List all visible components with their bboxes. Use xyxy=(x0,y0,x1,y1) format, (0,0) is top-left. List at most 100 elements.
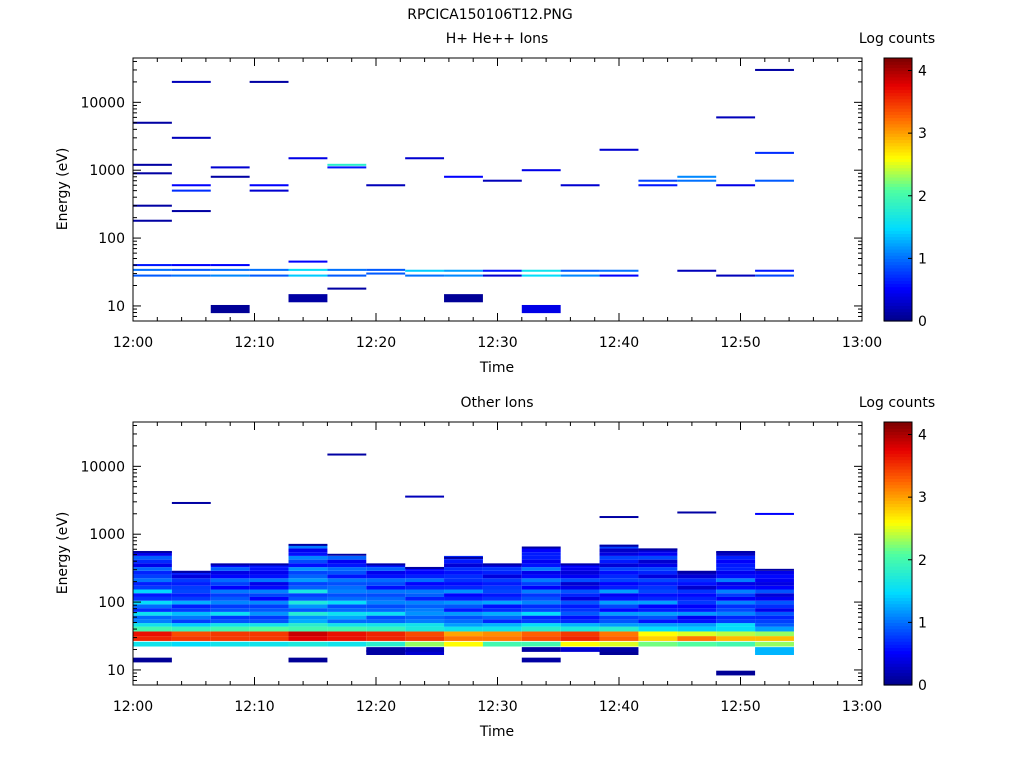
heatmap-cell xyxy=(366,585,406,590)
heatmap-cell xyxy=(210,274,250,277)
heatmap-cell xyxy=(521,641,561,647)
colorbar-swatch xyxy=(884,117,912,122)
heatmap-cell xyxy=(210,582,250,586)
colorbar-swatch xyxy=(884,672,912,677)
colorbar-swatch xyxy=(884,434,912,439)
colorbar-swatch xyxy=(884,155,912,159)
heatmap-cell xyxy=(405,570,445,575)
colorbar-swatch xyxy=(884,581,912,586)
heatmap-cell xyxy=(249,574,289,579)
heatmap-cell xyxy=(133,574,172,579)
heatmap-cell xyxy=(521,578,561,583)
heatmap-cell xyxy=(755,619,794,624)
heatmap-cell xyxy=(249,596,289,601)
heatmap-cell xyxy=(560,626,600,632)
colorbar-swatch xyxy=(884,283,912,288)
heatmap-cell xyxy=(171,623,211,627)
heatmap-cell xyxy=(521,647,561,652)
heatmap-cell xyxy=(288,582,328,586)
heatmap-cell xyxy=(327,608,367,612)
heatmap-cell xyxy=(444,269,483,272)
colorbar-swatch xyxy=(884,453,912,458)
heatmap-cell xyxy=(327,574,367,579)
heatmap-cell xyxy=(405,566,445,569)
colorbar-swatch xyxy=(884,666,912,670)
heatmap-cell xyxy=(560,578,600,583)
heatmap-cell xyxy=(405,589,445,594)
heatmap-cell xyxy=(677,626,717,632)
heatmap-cell xyxy=(638,563,678,568)
heatmap-cell xyxy=(482,567,522,571)
colorbar-swatch xyxy=(884,95,912,100)
heatmap-cell xyxy=(171,615,211,620)
colorbar-swatch xyxy=(884,556,912,561)
heatmap-cell xyxy=(288,574,328,579)
heatmap-cell xyxy=(755,274,794,277)
colorbar-label: Log counts xyxy=(859,395,935,411)
colorbar-swatch xyxy=(884,289,912,294)
heatmap-cell xyxy=(716,274,756,277)
heatmap-cell xyxy=(210,593,250,597)
heatmap-cell xyxy=(599,636,639,641)
heatmap-cell xyxy=(560,574,600,579)
heatmap-cell xyxy=(560,570,600,575)
heatmap-cell xyxy=(366,589,406,594)
heatmap-cell xyxy=(249,589,289,594)
heatmap-cell xyxy=(327,636,367,641)
heatmap-cell xyxy=(327,615,367,620)
heatmap-cell xyxy=(288,631,328,637)
heatmap-cell xyxy=(288,600,328,605)
heatmap-cell xyxy=(638,179,678,182)
heatmap-cell xyxy=(249,604,289,609)
heatmap-cell xyxy=(716,555,756,560)
y-axis-label: Energy (eV) xyxy=(55,512,71,595)
heatmap-cell xyxy=(521,636,561,641)
heatmap-cell xyxy=(560,596,600,601)
heatmap-cell xyxy=(171,578,211,583)
heatmap-cell xyxy=(444,175,483,178)
heatmap-cell xyxy=(482,615,522,620)
heatmap-cell xyxy=(327,631,367,637)
colorbar-swatch xyxy=(884,258,912,263)
colorbar-swatch xyxy=(884,270,912,275)
colorbar-swatch xyxy=(884,450,912,454)
colorbar-swatch xyxy=(884,631,912,636)
colorbar-swatch xyxy=(884,167,912,172)
heatmap-cell xyxy=(482,623,522,627)
colorbar-swatch xyxy=(884,170,912,175)
heatmap-cell xyxy=(327,166,367,169)
heatmap-cell xyxy=(249,268,289,271)
heatmap-cell xyxy=(133,264,172,267)
heatmap-cell xyxy=(249,600,289,605)
heatmap-cell xyxy=(366,650,406,655)
heatmap-cell xyxy=(521,269,561,272)
heatmap-cell xyxy=(133,163,172,166)
heatmap-cell xyxy=(677,619,717,624)
heatmap-cell xyxy=(716,636,756,641)
colorbar-swatch xyxy=(884,183,912,187)
colorbar-swatch xyxy=(884,600,912,605)
heatmap-cell xyxy=(133,615,172,620)
heatmap-cell xyxy=(716,578,756,583)
heatmap-cell xyxy=(755,68,794,71)
heatmap-cell xyxy=(560,619,600,624)
heatmap-cell xyxy=(327,585,367,590)
colorbar-swatch xyxy=(884,638,912,642)
heatmap-cell xyxy=(716,559,756,564)
heatmap-cell xyxy=(288,294,328,303)
heatmap-cell xyxy=(366,570,406,575)
heatmap-cell xyxy=(560,582,600,586)
heatmap-cell xyxy=(171,80,211,83)
heatmap-cell xyxy=(755,568,794,571)
heatmap-cell xyxy=(133,172,172,175)
heatmap-cell xyxy=(366,641,406,647)
x-tick-label: 12:30 xyxy=(477,335,517,351)
heatmap-cell xyxy=(482,611,522,616)
heatmap-cell xyxy=(599,516,639,519)
heatmap-cell xyxy=(288,611,328,616)
heatmap-cell xyxy=(210,570,250,575)
heatmap-cell xyxy=(249,567,289,571)
heatmap-cell xyxy=(171,268,211,271)
heatmap-cell xyxy=(444,294,483,303)
heatmap-cell xyxy=(638,184,678,187)
